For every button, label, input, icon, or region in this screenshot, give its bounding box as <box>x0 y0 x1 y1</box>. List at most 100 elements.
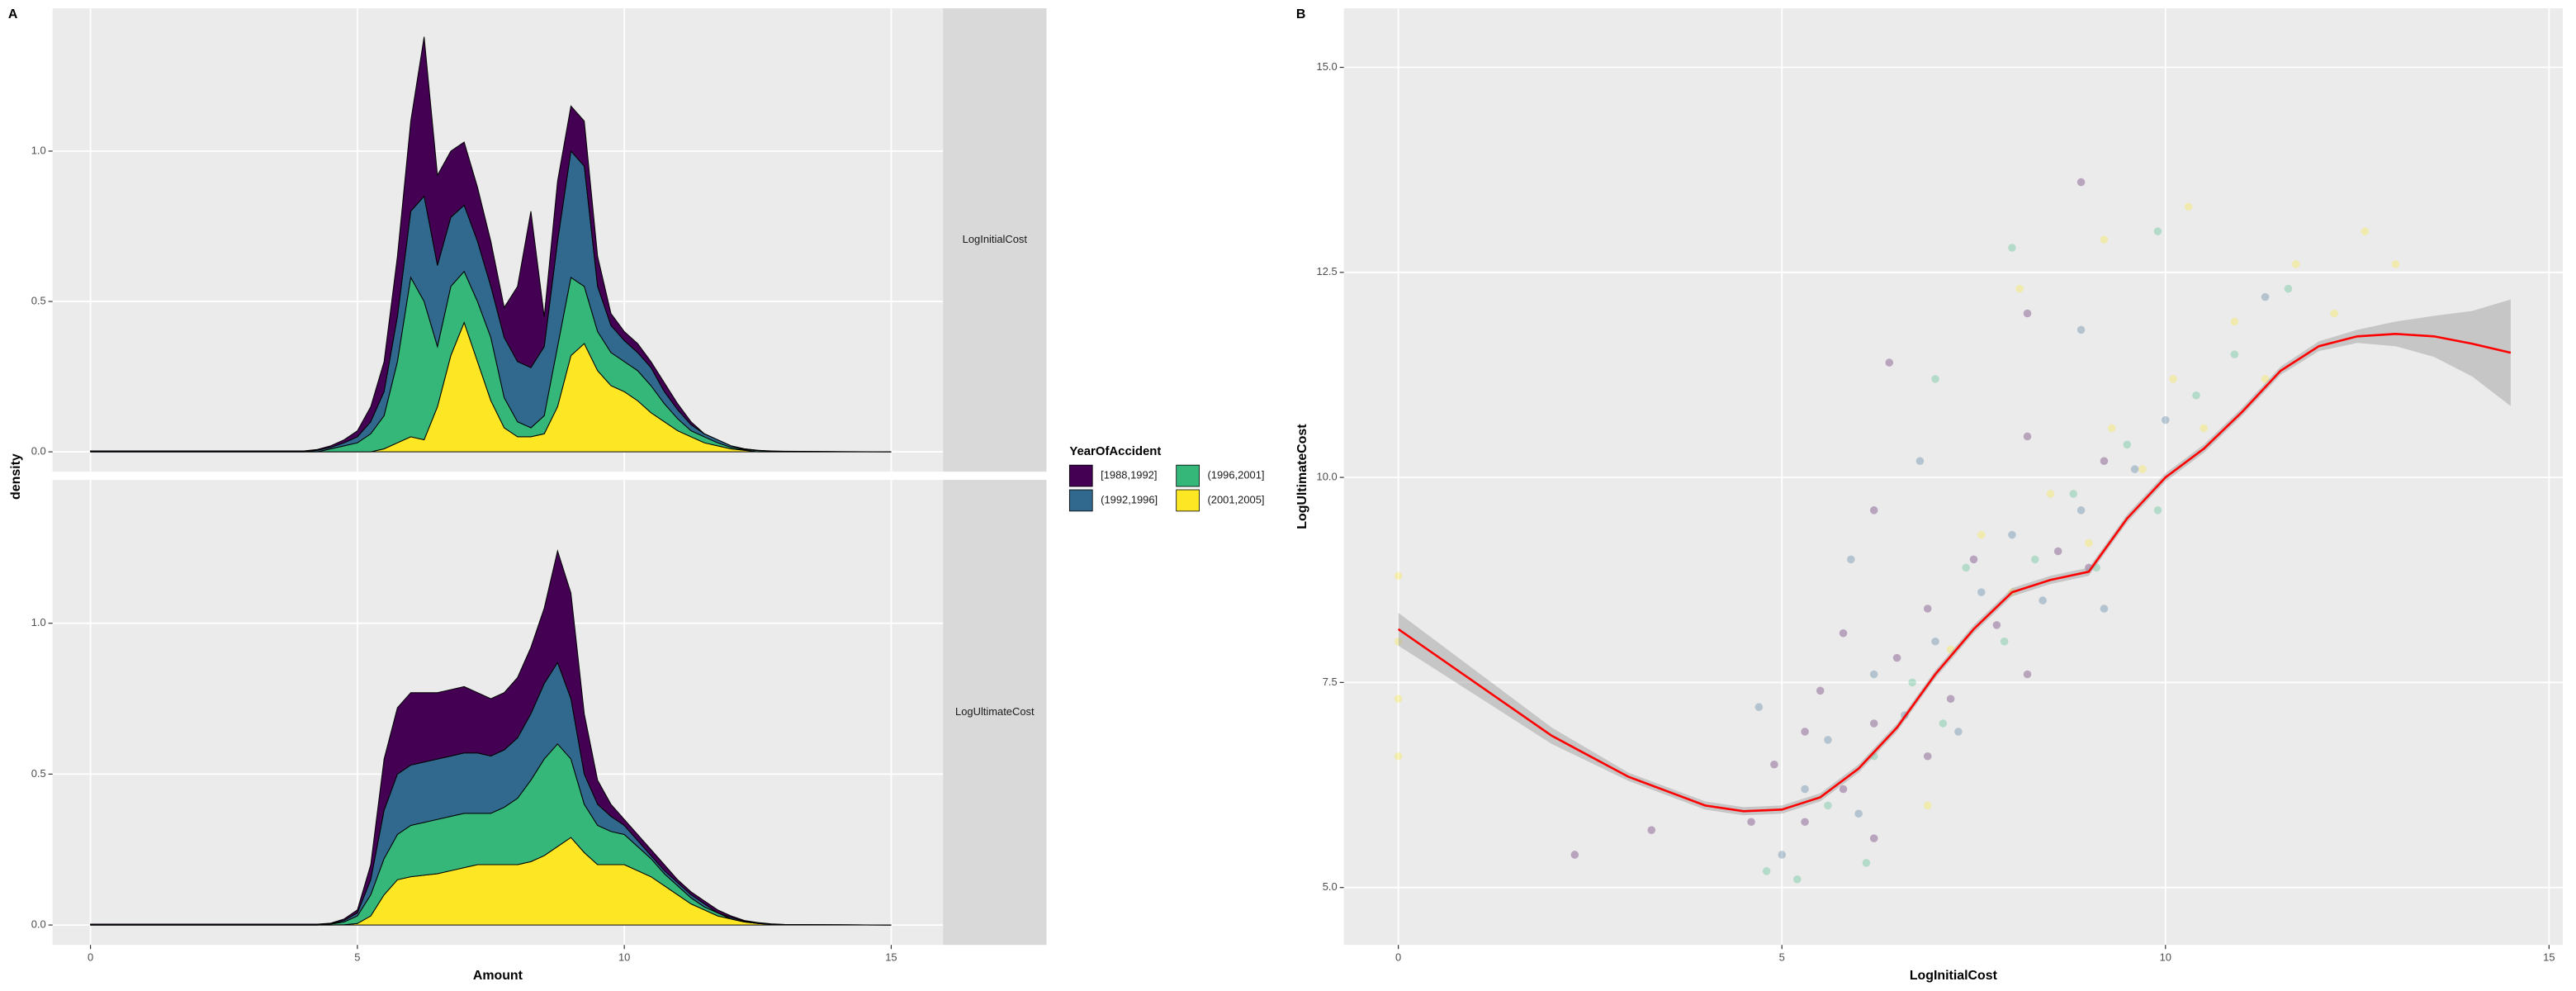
scatter-point <box>2076 325 2086 334</box>
legend-label: (1996,2001] <box>1207 469 1264 481</box>
scatter-point <box>1778 851 1786 859</box>
scatter-point <box>2261 375 2270 383</box>
scatter-point <box>1824 801 1832 810</box>
scatter-point <box>2391 260 2400 268</box>
scatter-point <box>2284 284 2293 293</box>
scatter-point <box>2023 309 2032 318</box>
scatter-point <box>2023 432 2032 441</box>
scatter-point <box>1394 571 1403 581</box>
scatter-point <box>2046 490 2055 498</box>
scatter-point <box>1923 752 1932 761</box>
scatter-point <box>1762 867 1771 875</box>
strip-label: LogInitialCost <box>963 233 1028 245</box>
scatter-point <box>2085 538 2093 548</box>
strip-label: LogUltimateCost <box>955 705 1035 718</box>
scatter-point <box>1839 785 1848 794</box>
scatter-point <box>1394 695 1403 704</box>
x-tick-label: 15 <box>885 951 897 964</box>
scatter-point <box>2015 284 2024 293</box>
scatter-point <box>2153 506 2162 514</box>
scatter-point <box>2031 555 2039 564</box>
y-tick-label: 0.0 <box>31 918 46 931</box>
scatter-point <box>1801 785 1809 794</box>
legend-key <box>1176 489 1200 512</box>
scatter-point <box>2130 465 2139 473</box>
y-tick-label: 0.5 <box>31 294 46 306</box>
scatter-point <box>1869 719 1878 728</box>
scatter-point <box>1801 818 1809 827</box>
y-tick-label: 10.0 <box>1317 471 1338 483</box>
scatter-point <box>2192 391 2200 400</box>
y-axis-title: density <box>9 453 23 500</box>
density-area <box>90 549 892 926</box>
scatter-point <box>1847 555 1855 564</box>
x-axis-title: Amount <box>473 969 523 983</box>
scatter-point <box>2069 490 2078 498</box>
scatter-point <box>1816 686 1825 695</box>
scatter-point <box>2200 424 2209 433</box>
y-tick-label: 1.0 <box>31 144 46 156</box>
scatter-point <box>1954 728 1963 736</box>
scatter-point <box>1923 605 1932 613</box>
legend-title: YearOfAccident <box>1069 444 1161 458</box>
scatter-point <box>2230 317 2239 326</box>
scatter-point <box>2153 227 2162 235</box>
scatter-point <box>1394 637 1403 646</box>
y-tick-label: 0.0 <box>31 445 46 458</box>
x-tick-label: 0 <box>1395 951 1401 964</box>
smooth-line <box>1397 333 2512 813</box>
scatter-point <box>1754 703 1764 711</box>
scatter-point <box>1801 728 1809 736</box>
scatter-point <box>2261 292 2270 301</box>
x-axis-title: LogInitialCost <box>1910 969 1998 983</box>
scatter-point <box>2330 309 2338 318</box>
scatter-point <box>2184 202 2193 211</box>
scatter-point <box>2162 415 2170 424</box>
panel-label: A <box>8 7 18 21</box>
density-area <box>90 36 892 453</box>
scatter-point <box>2100 605 2109 613</box>
legend-label: [1988,1992] <box>1101 469 1157 481</box>
plot-background <box>1343 8 2564 946</box>
scatter-point <box>2000 637 2009 646</box>
scatter-point <box>1939 719 1948 728</box>
y-tick-label: 0.5 <box>31 767 46 780</box>
scatter-point <box>1992 621 2001 629</box>
scatter-point <box>1946 695 1955 704</box>
scatter-point <box>2023 670 2032 679</box>
scatter-point <box>1977 530 1986 539</box>
scatter-point <box>2123 440 2132 449</box>
scatter-point <box>2092 563 2100 572</box>
x-tick-label: 5 <box>354 951 360 964</box>
scatter-point <box>2100 457 2109 466</box>
scatter-point <box>2053 547 2062 556</box>
x-tick-label: 15 <box>2543 951 2555 964</box>
scatter-point <box>1839 629 1848 638</box>
scatter-point <box>1885 358 1894 367</box>
y-tick-label: 15.0 <box>1317 60 1338 73</box>
scatter-point <box>2107 424 2116 433</box>
y-axis-title: LogUltimateCost <box>1295 424 1309 529</box>
scatter-point <box>1946 645 1955 654</box>
y-tick-label: 7.5 <box>1323 676 1338 688</box>
legend-key <box>1068 464 1093 487</box>
scatter-point <box>1394 752 1403 761</box>
scatter-point <box>2008 244 2016 252</box>
y-tick-label: 1.0 <box>31 616 46 628</box>
x-tick-label: 0 <box>88 951 93 964</box>
scatter-point <box>1869 670 1878 679</box>
scatter-point <box>1854 809 1863 818</box>
scatter-point <box>1570 851 1579 859</box>
scatter-point <box>1931 637 1939 646</box>
scatter-point <box>2076 178 2086 187</box>
strip-background <box>943 480 1047 946</box>
scatter-point <box>1862 859 1871 867</box>
legend-label: (2001,2005] <box>1207 493 1264 505</box>
scatter-point <box>2230 350 2239 358</box>
scatter-point <box>1892 653 1901 662</box>
x-tick-label: 5 <box>1779 951 1785 964</box>
scatter-point <box>2039 596 2047 605</box>
scatter-point <box>1931 375 1939 383</box>
scatter-point <box>2291 260 2300 268</box>
